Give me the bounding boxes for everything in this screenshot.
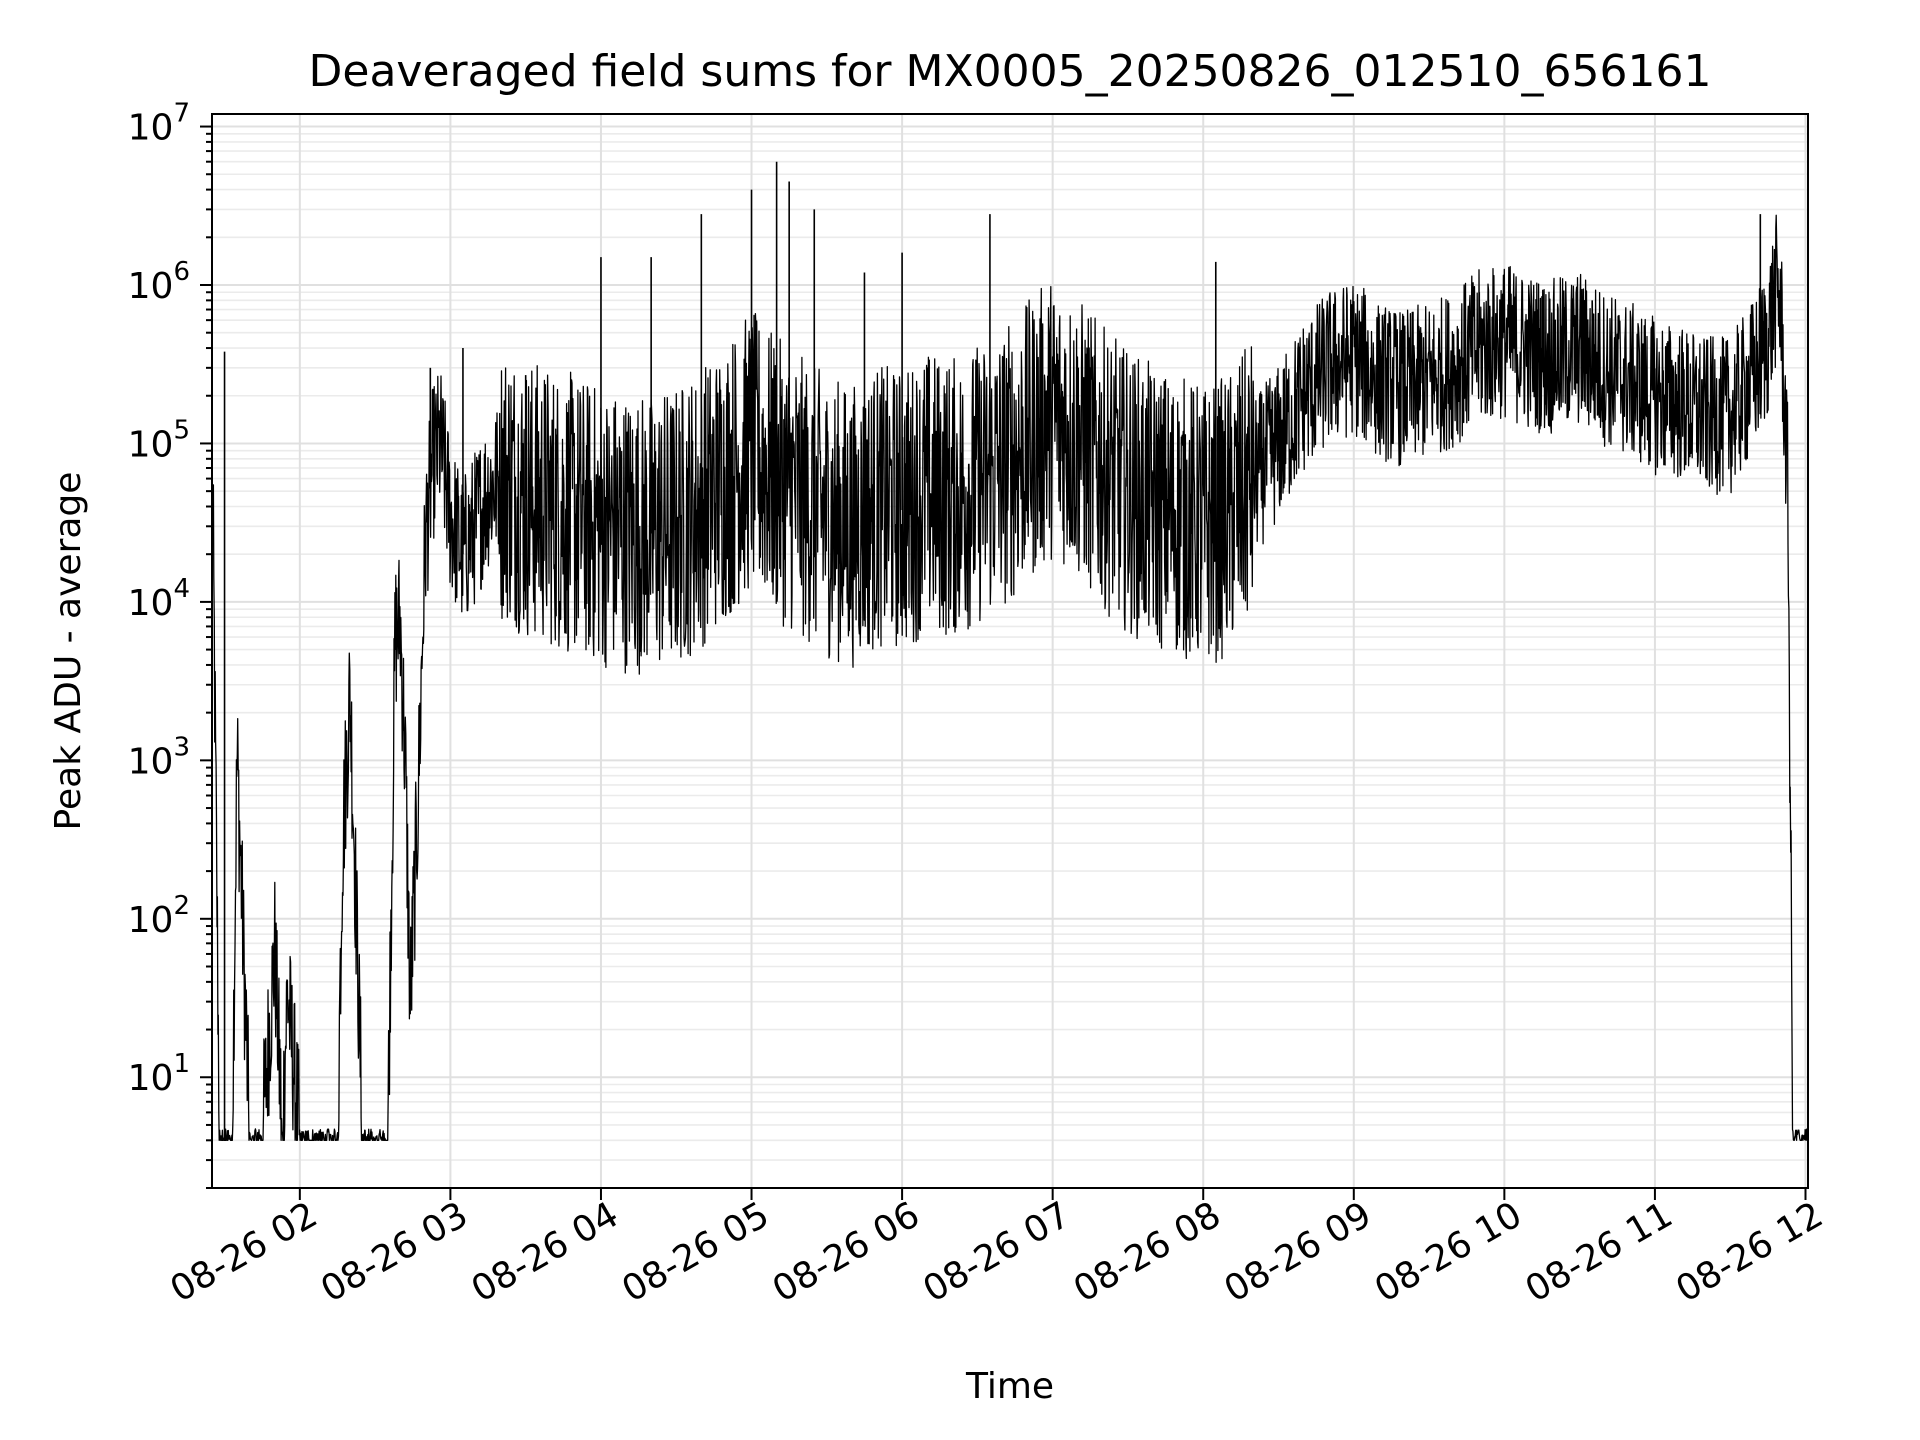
grid	[212, 114, 1808, 1189]
data-series	[211, 161, 1809, 1141]
x-tick-label: 08-26 09	[1218, 1194, 1379, 1310]
x-tick-label: 08-26 11	[1519, 1194, 1680, 1310]
x-tick-label: 08-26 08	[1067, 1194, 1228, 1310]
x-axis-label: Time	[965, 1366, 1054, 1407]
x-tick-label: 08-26 05	[615, 1194, 776, 1310]
x-tick-label: 08-26 02	[164, 1194, 325, 1310]
y-axis-label: Peak ADU - average	[48, 472, 89, 831]
y-tick-label: 106	[128, 257, 190, 307]
x-tick-label: 08-26 03	[314, 1194, 475, 1310]
y-tick-label: 102	[128, 891, 190, 941]
x-tick-label: 08-26 12	[1669, 1194, 1830, 1310]
y-tick-label: 104	[128, 574, 190, 624]
y-tick-label: 105	[128, 415, 190, 465]
x-tick-label: 08-26 04	[465, 1194, 626, 1310]
y-tick-label: 107	[128, 99, 190, 149]
y-tick-label: 103	[128, 732, 190, 782]
chart-title: Deaveraged field sums for MX0005_2025082…	[309, 46, 1712, 97]
y-tick-label: 101	[128, 1049, 190, 1099]
x-tick-label: 08-26 10	[1368, 1194, 1529, 1310]
x-tick-label: 08-26 06	[766, 1194, 927, 1310]
plot-frame	[211, 113, 1809, 1189]
x-tick-label: 08-26 07	[916, 1194, 1077, 1310]
y-axis: 101 102 103 104 105 106 107	[128, 99, 212, 1189]
